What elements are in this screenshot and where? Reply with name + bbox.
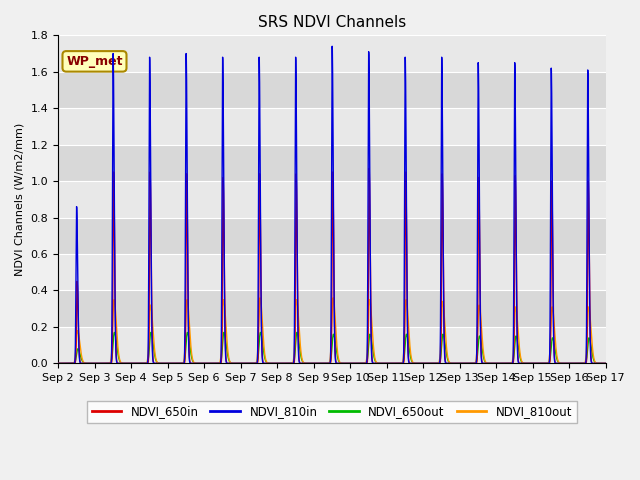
Bar <box>58 327 605 363</box>
Bar <box>58 254 605 290</box>
Bar <box>58 36 605 72</box>
Y-axis label: NDVI Channels (W/m2/mm): NDVI Channels (W/m2/mm) <box>15 123 25 276</box>
Bar <box>58 72 605 108</box>
Bar <box>58 108 605 144</box>
Legend: NDVI_650in, NDVI_810in, NDVI_650out, NDVI_810out: NDVI_650in, NDVI_810in, NDVI_650out, NDV… <box>87 401 577 423</box>
Bar <box>58 144 605 181</box>
Bar <box>58 181 605 217</box>
Title: SRS NDVI Channels: SRS NDVI Channels <box>258 15 406 30</box>
Text: WP_met: WP_met <box>67 55 123 68</box>
Bar <box>58 290 605 327</box>
Bar <box>58 217 605 254</box>
